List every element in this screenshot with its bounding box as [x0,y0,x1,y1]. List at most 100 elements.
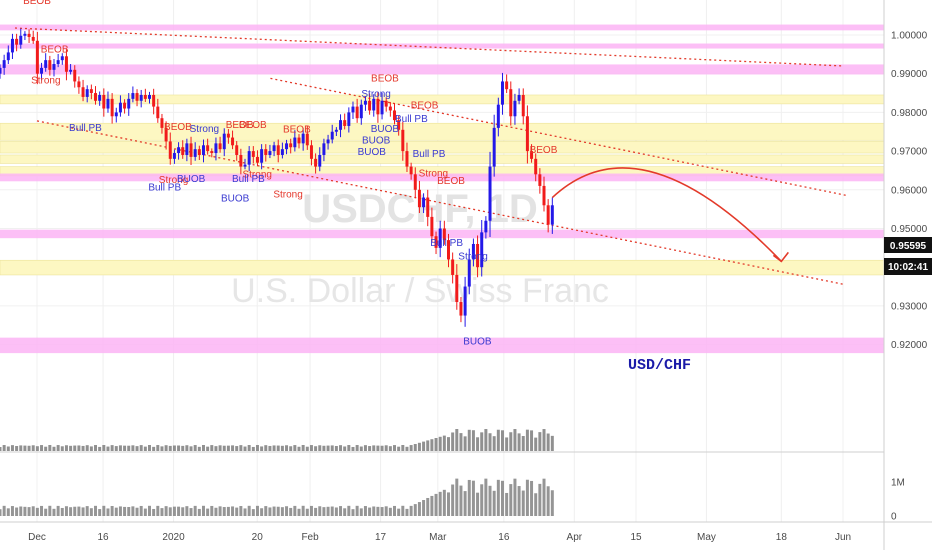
candle [231,130,235,150]
candle [517,88,521,105]
volume-bar [500,480,504,516]
candle-body [376,98,380,115]
candle-body [127,98,131,109]
candle-body [318,154,322,167]
volume-overlay-bar [185,445,189,451]
volume-overlay-bar [517,433,521,451]
candle [131,86,135,103]
candle-body [326,139,330,144]
volume-bar [48,505,52,516]
volume-overlay-bar [231,445,235,451]
candle [85,85,89,103]
candle-body [434,236,438,248]
candle-body [15,38,19,45]
volume-bar [447,492,450,516]
candle [442,220,446,245]
signal-label: BEOB [164,122,192,133]
candle-body [189,143,193,157]
volume-bar [44,508,48,516]
volume-overlay-bar [52,446,56,451]
volume-overlay-bar [251,446,255,451]
candle [44,53,48,72]
volume-bar [314,507,318,516]
candle-body [467,259,471,287]
volume-overlay-bar [351,446,355,451]
candle [359,99,363,125]
candle [430,207,434,243]
volume-overlay-bar [235,446,239,451]
candle-body [148,94,151,99]
volume-bar [89,508,93,516]
volume-bar [106,508,110,516]
pink-zone [0,43,884,49]
volume-bar [430,495,434,516]
volume-bar [60,507,64,516]
candle-body [40,67,44,74]
volume-overlay-bar [127,445,131,451]
candle-body [222,133,226,150]
candle-body [102,94,106,109]
candle [152,88,156,115]
candle [177,142,181,160]
candle-body [447,240,450,260]
volume-overlay-bar [409,445,413,451]
volume-overlay-bar [156,445,160,451]
signal-label: Bull PB [395,114,428,125]
candle-body [289,143,293,148]
candle [484,216,488,239]
signal-label: Bull PB [413,149,446,160]
volume-overlay-bar [15,446,19,451]
candle [447,233,450,268]
yellow-zone [0,122,885,141]
volume-bar [330,506,334,516]
volume-bar [347,505,351,516]
candle [476,235,480,278]
candle [401,121,405,161]
candle [376,91,380,123]
candle-body [123,102,127,109]
candle [2,54,6,75]
volume-overlay-bar [102,445,106,451]
volume-tick-label: 1M [891,478,905,489]
volume-overlay-bar [226,445,230,451]
volume-overlay-bar [368,446,372,451]
candle-body [343,120,347,126]
candle-body [505,81,509,90]
candle [388,101,392,117]
signal-label: BEOB [530,145,558,156]
volume-overlay-bar [35,446,39,451]
candle-body [280,149,284,155]
candle [64,49,68,81]
signal-label: BUOB [371,124,400,135]
candle [285,139,289,155]
candle [206,138,210,155]
pink-zone [0,24,884,31]
volume-overlay-bar [330,445,334,451]
volume-bar [534,493,538,516]
candle [6,45,10,65]
candle [15,33,19,52]
time-tick-label: 18 [776,532,788,543]
candle-body [69,69,73,72]
candle [438,220,442,258]
candle-body [201,145,205,155]
candle-body [152,94,156,107]
pair-annotation: USD/CHF [628,357,691,374]
candle-body [530,151,534,159]
candle-body [243,164,247,167]
volume-overlay-bar [48,445,52,451]
candle [268,144,272,159]
volume-overlay-bar [297,446,301,451]
volume-bar [210,505,214,516]
volume-overlay-bar [376,445,380,451]
volume-bar [276,506,280,516]
candle-body [139,94,143,101]
candle [305,125,309,150]
signal-label: Bull PB [430,238,463,249]
candle-body [0,67,2,74]
volume-overlay-bar [172,445,176,451]
volume-bar [102,505,106,516]
volume-overlay-bar [60,446,64,451]
price-tick-label: 0.93000 [891,301,928,312]
